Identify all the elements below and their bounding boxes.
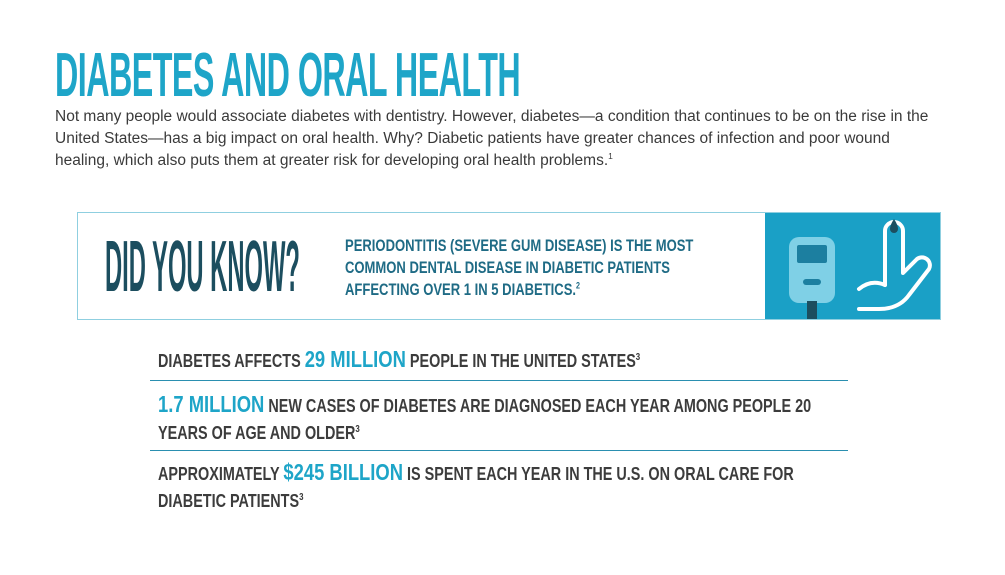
callout-box: DID YOU KNOW? PERIODONTITIS (SEVERE GUM … [77, 212, 941, 320]
stat-suffix: NEW CASES OF DIABETES ARE DIAGNOSED EACH… [158, 396, 812, 443]
stat-suffix: IS SPENT EACH YEAR IN THE U.S. ON ORAL C… [158, 464, 794, 511]
stat: APPROXIMATELY $245 BILLION IS SPENT EACH… [158, 459, 854, 515]
stat-prefix: APPROXIMATELY [158, 464, 280, 484]
stat-highlight: 1.7 MILLION [158, 391, 265, 417]
callout-body: PERIODONTITIS (SEVERE GUM DISEASE) IS TH… [345, 237, 694, 299]
glucose-icon [765, 213, 940, 319]
stat-prefix: DIABETES AFFECTS [158, 351, 301, 371]
footnote: 2 [576, 280, 581, 291]
stat-highlight: $245 BILLION [283, 459, 404, 485]
stat-suffix: PEOPLE IN THE UNITED STATES [409, 351, 636, 371]
divider [150, 450, 848, 451]
title: DIABETES AND ORAL HEALTH [55, 41, 521, 110]
footnote: 3 [635, 352, 641, 363]
callout-text: PERIODONTITIS (SEVERE GUM DISEASE) IS TH… [345, 235, 740, 301]
footnote: 3 [299, 492, 304, 503]
stat-highlight: 29 MILLION [304, 346, 406, 372]
callout-heading: DID YOU KNOW? [105, 227, 300, 307]
divider [150, 380, 848, 381]
footnote: 1 [608, 150, 613, 161]
intro-text: Not many people would associate diabetes… [55, 108, 929, 169]
intro: Not many people would associate diabetes… [55, 106, 935, 172]
stat: 1.7 MILLION NEW CASES OF DIABETES ARE DI… [158, 391, 854, 447]
stat: DIABETES AFFECTS 29 MILLION PEOPLE IN TH… [158, 346, 854, 375]
footnote: 3 [355, 424, 360, 435]
